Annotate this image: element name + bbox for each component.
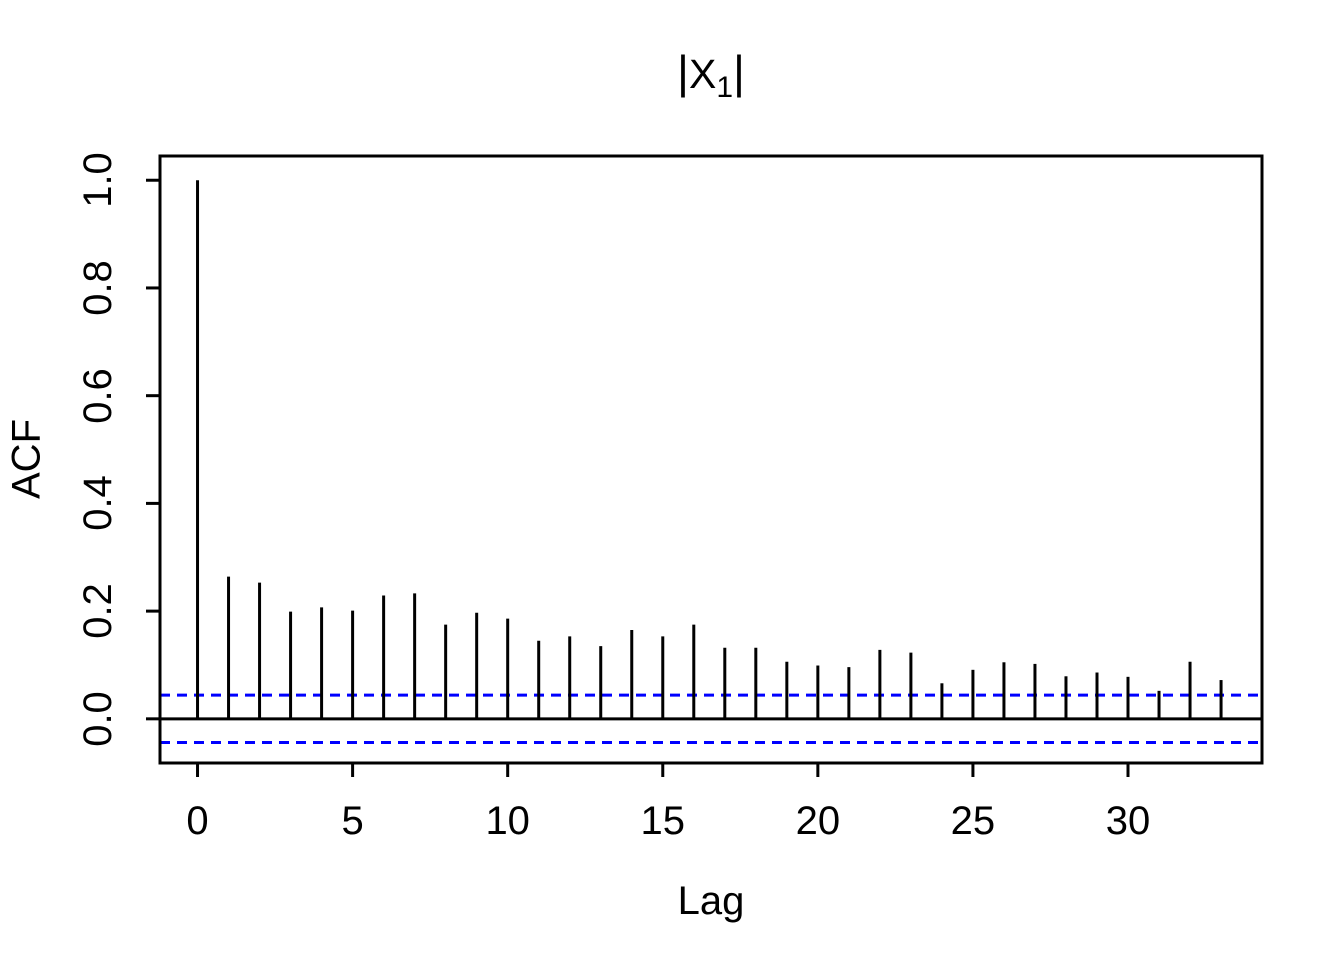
x-tick-label-30: 30: [1105, 799, 1151, 843]
x-tick-label-10: 10: [485, 799, 530, 843]
x-tick-label-15: 15: [640, 799, 686, 843]
title-close-bar: |: [733, 46, 745, 98]
title-open-bar: |: [677, 46, 689, 98]
title-subscript: 1: [716, 71, 734, 104]
y-axis-label: ACF: [4, 419, 49, 499]
x-tick-label-20: 20: [795, 799, 841, 843]
y-tick-label-0.4: 0.4: [76, 475, 120, 532]
x-axis-label: Lag: [677, 879, 745, 923]
x-tick-label-5: 5: [341, 799, 364, 843]
y-tick-label-0.6: 0.6: [76, 367, 120, 424]
plot-title: |X1|: [160, 49, 1262, 104]
y-tick-label-0.8: 0.8: [76, 260, 120, 316]
y-tick-label-0.0: 0.0: [76, 691, 120, 747]
plot-border: [158, 154, 1264, 765]
title-variable: X: [688, 51, 717, 97]
x-tick-label-0: 0: [186, 799, 209, 843]
y-tick-label-1.0: 1.0: [76, 152, 120, 209]
x-tick-label-25: 25: [950, 799, 996, 843]
y-tick-label-0.2: 0.2: [76, 583, 120, 639]
